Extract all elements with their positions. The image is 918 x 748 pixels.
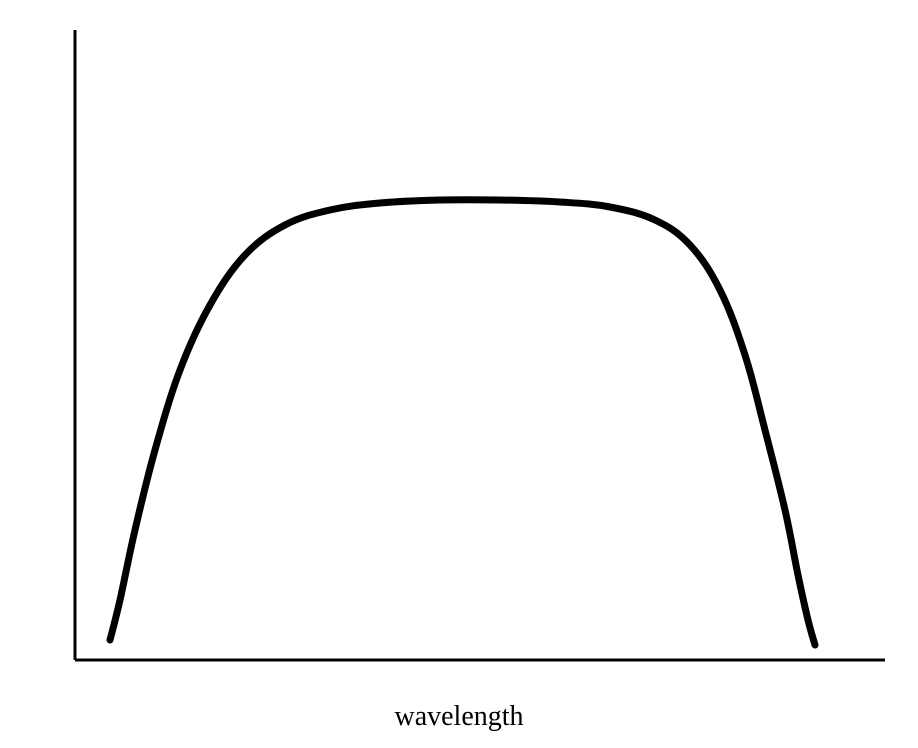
curve-line (110, 200, 815, 645)
x-axis-label: wavelength (394, 701, 523, 733)
chart-container (40, 20, 890, 680)
chart-svg (40, 20, 890, 680)
